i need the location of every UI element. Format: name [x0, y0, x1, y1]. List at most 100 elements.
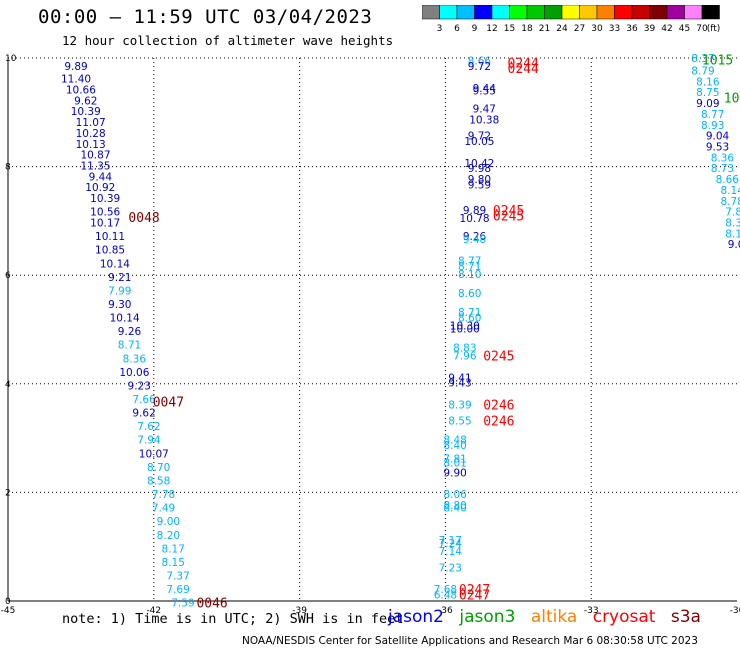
- swh-value-label: 9.26: [118, 326, 142, 338]
- swh-value-label: 10.39: [90, 193, 120, 205]
- swh-value-label: 8.79: [691, 65, 714, 77]
- swh-value-label: 8.15: [162, 557, 185, 569]
- swh-value-label: 8.71: [118, 340, 141, 352]
- swh-value-label: 8.77: [701, 109, 724, 121]
- legend-cryosat: cryosat: [592, 607, 656, 627]
- color-scale-bar: 3 6 9 12 15 18 21 24 27 30 33 36 39 42 45 70(ft): [422, 5, 720, 34]
- swh-value-label: 10.56: [90, 207, 120, 219]
- swh-value-label: 8.10: [458, 269, 481, 281]
- pass-time-label: 1015: [702, 54, 733, 69]
- swh-value-label: 8.37: [691, 53, 714, 65]
- swh-value-label: 8.20: [157, 530, 180, 542]
- colorbar-tick-label: 18: [521, 24, 533, 34]
- swh-value-label: 8.40: [443, 440, 466, 452]
- colorbar-tick-label: 70: [696, 24, 708, 34]
- pass-time-label: 0244: [508, 62, 539, 77]
- swh-value-label: 9.89: [64, 61, 87, 73]
- x-tick-label: -42: [146, 606, 161, 616]
- swh-value-label: 10.78: [460, 213, 490, 225]
- swh-value-label: 9.59: [468, 180, 491, 192]
- swh-value-label: 7.59: [171, 598, 194, 610]
- swh-value-label: 10.00: [450, 323, 480, 335]
- x-tick-label: -30: [730, 606, 740, 616]
- colorbar-tick-label: 6: [454, 24, 460, 34]
- x-tick-label: -36: [438, 606, 453, 616]
- swh-value-label: 8.12: [725, 228, 740, 240]
- swh-value-label: 8.71: [458, 261, 481, 273]
- swh-value-label: 9.90: [443, 467, 466, 479]
- colorbar-tick-label: 27: [574, 24, 585, 34]
- swh-value-label: 9.80: [468, 174, 491, 186]
- colorbar-tick-label: 3: [437, 24, 443, 34]
- swh-value-label: 10.87: [80, 150, 110, 162]
- credit-line: NOAA/NESDIS Center for Satellite Applica…: [242, 635, 698, 647]
- pass-time-label: 0246: [483, 415, 514, 430]
- swh-value-label: 9.62: [132, 408, 155, 420]
- swh-value-label: 7.68: [434, 584, 457, 596]
- swh-value-label: 8.83: [453, 342, 476, 354]
- swh-value-label: 9.48: [463, 234, 486, 246]
- swh-value-label: 8.16: [696, 76, 720, 88]
- colorbar-tick-label: 36: [626, 24, 638, 34]
- swh-value-label: 7.78: [152, 489, 175, 501]
- swh-value-label: 7.86: [725, 207, 740, 219]
- y-tick-label: 2: [5, 488, 11, 498]
- swh-value-label: 8.60: [458, 313, 481, 325]
- y-tick-label: 8: [5, 163, 11, 173]
- swh-value-label: 11.35: [80, 161, 110, 173]
- swh-value-label: 8.36: [725, 218, 740, 230]
- swh-value-label: 8.40: [443, 503, 466, 515]
- swh-value-label: 9.72: [468, 61, 491, 73]
- swh-value-label: 9.04: [706, 131, 730, 143]
- pass-time-label: 0047: [153, 396, 184, 411]
- colorbar-tick-label: 21: [539, 24, 550, 34]
- swh-value-label: 7.23: [439, 562, 462, 574]
- swh-value-label: 8.39: [448, 399, 471, 411]
- swh-value-label: 7.81: [443, 454, 466, 466]
- swh-value-label: 9.00: [157, 516, 180, 528]
- swh-value-label: 10.07: [139, 448, 169, 460]
- swh-value-label: 8.93: [701, 120, 724, 132]
- swh-value-label: 9.89: [463, 205, 486, 217]
- pass-time-label: 0244: [508, 56, 539, 71]
- colorbar-tick-label: 15: [504, 24, 515, 34]
- swh-value-label: 10.05: [464, 136, 494, 148]
- swh-value-label: 9.43: [448, 378, 471, 390]
- pass-time-label: 0245: [483, 350, 514, 365]
- legend-jason2: jason2: [388, 607, 444, 627]
- swh-value-label: 10.14: [100, 258, 130, 270]
- swh-value-label: 8.75: [696, 87, 719, 99]
- colorbar-tick-label: 30: [591, 24, 603, 34]
- swh-value-label: 8.77: [458, 256, 481, 268]
- swh-value-label: 10.13: [76, 139, 106, 151]
- swh-value-label: 9.30: [108, 299, 131, 311]
- y-tick-label: 4: [5, 380, 11, 390]
- swh-value-label: 10.30: [450, 321, 480, 333]
- swh-value-label: 9.55: [473, 86, 496, 98]
- satellite-legend: jason2 jason3 altika cryosat s3a: [388, 607, 711, 627]
- swh-value-label: 8.78: [720, 196, 740, 208]
- swh-value-label: 9.47: [473, 103, 496, 115]
- swh-value-label: 8.71: [458, 307, 481, 319]
- legend-altika: altika: [530, 607, 578, 627]
- swh-value-label: 8.66: [468, 56, 492, 68]
- swh-value-label: 7.62: [137, 421, 160, 433]
- swh-value-label: 9.72: [468, 131, 491, 143]
- swh-value-label: 7.99: [108, 285, 131, 297]
- swh-value-label: 8.01: [443, 458, 466, 470]
- footer-note: note: 1) Time is in UTC; 2) SWH is in fe…: [62, 611, 404, 627]
- swh-value-label: 9.98: [468, 163, 491, 175]
- swh-value-label: 8.14: [720, 185, 740, 197]
- swh-value-label: 8.36: [123, 353, 147, 365]
- swh-value-label: 7.37: [166, 570, 189, 582]
- swh-value-label: 8.06: [443, 489, 467, 501]
- colorbar-tick-label: 45: [679, 24, 690, 34]
- swh-value-label: 9.09: [696, 98, 719, 110]
- colorbar-tick-label: 12: [486, 24, 497, 34]
- colorbar-tick-label: 9: [472, 24, 478, 34]
- swh-value-label: 10.42: [464, 158, 494, 170]
- swh-value-label: 10.11: [95, 231, 125, 243]
- swh-value-label: 10.38: [469, 114, 499, 126]
- swh-value-label: 7.14: [439, 546, 463, 558]
